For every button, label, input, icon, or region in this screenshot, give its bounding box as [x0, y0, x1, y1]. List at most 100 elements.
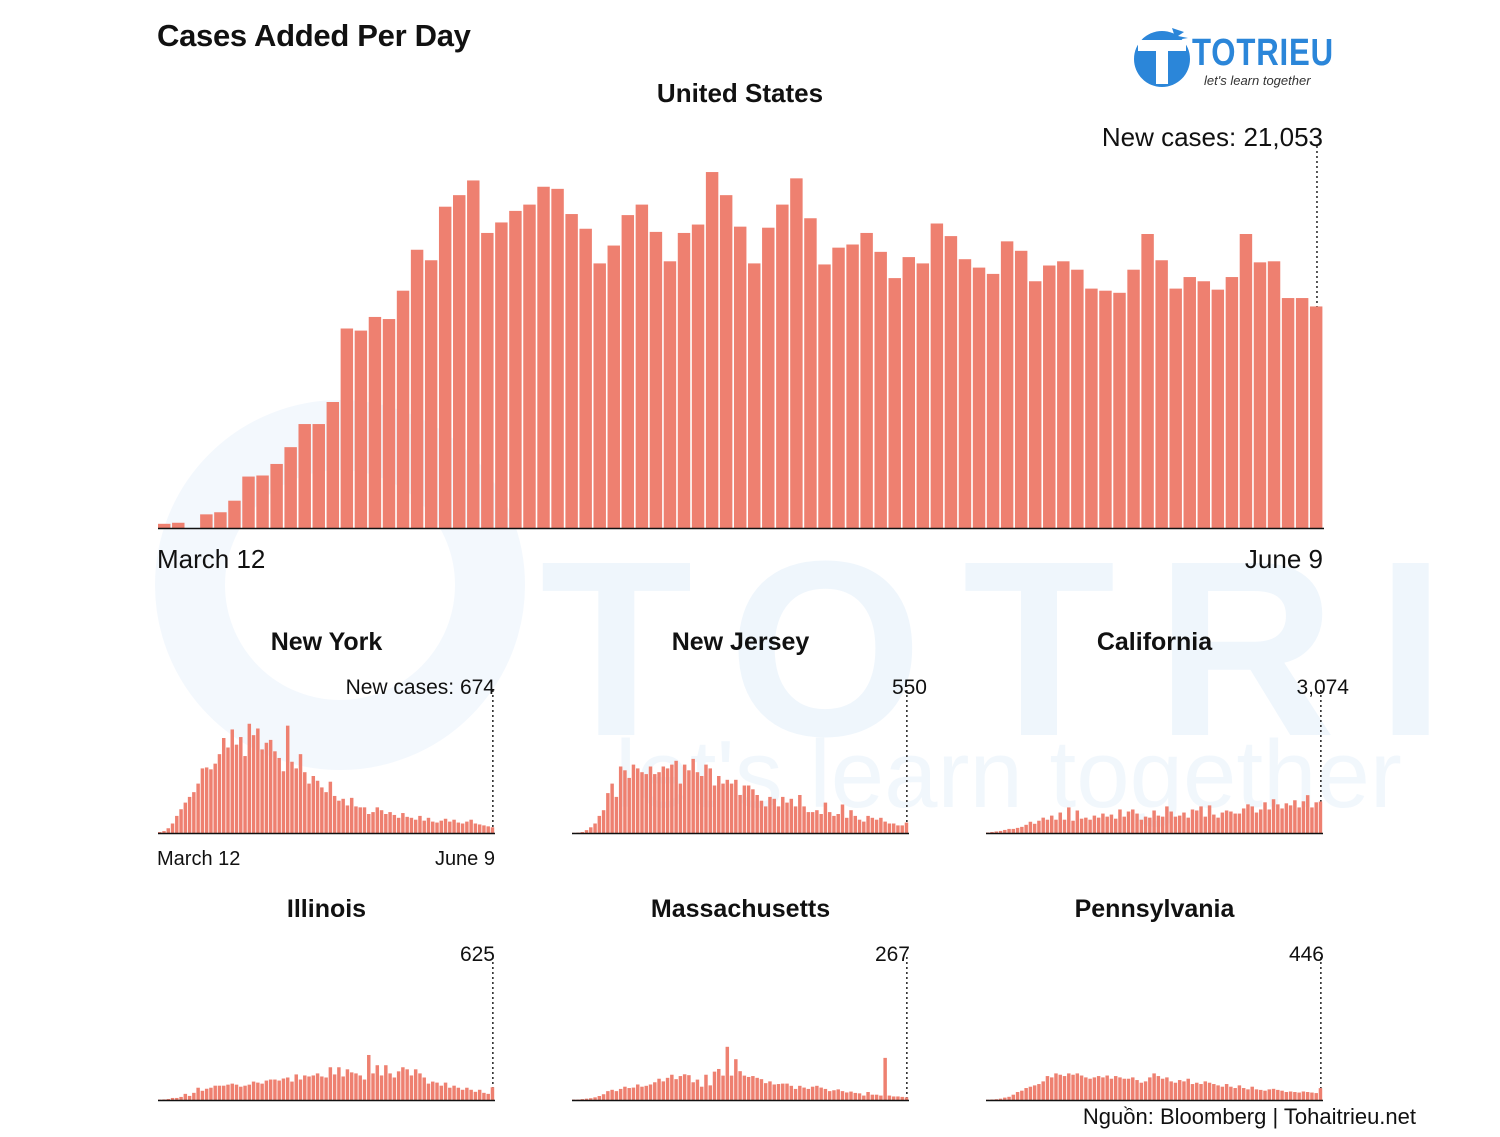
bar	[1028, 1086, 1033, 1100]
bar	[422, 820, 426, 833]
bar	[742, 1075, 747, 1100]
bar	[187, 796, 192, 833]
bar	[270, 463, 283, 528]
bar	[268, 739, 273, 833]
bar	[708, 768, 712, 833]
bar	[230, 729, 234, 833]
bar	[721, 1075, 725, 1100]
bar	[860, 232, 873, 528]
bar	[870, 817, 875, 833]
bar	[1088, 1078, 1092, 1100]
bar	[644, 1085, 648, 1100]
bar	[209, 769, 213, 833]
bar	[1241, 1088, 1246, 1100]
bar	[337, 800, 341, 833]
bar	[384, 814, 388, 833]
bar	[1267, 261, 1281, 528]
bar	[682, 764, 687, 833]
logo-mark-icon	[1134, 28, 1190, 87]
bar	[1160, 816, 1165, 833]
bar	[1071, 820, 1075, 833]
bar	[213, 763, 217, 833]
bar	[234, 744, 239, 833]
bar	[388, 812, 392, 833]
bar	[1288, 805, 1293, 833]
bar	[1186, 817, 1190, 833]
bar	[1220, 812, 1225, 833]
bar	[315, 1073, 320, 1100]
bar	[1190, 1084, 1195, 1100]
bar	[648, 1084, 653, 1100]
bar	[597, 1096, 602, 1100]
bar	[1041, 817, 1045, 833]
bar	[243, 1085, 247, 1100]
bar	[827, 812, 832, 833]
bar	[341, 1076, 345, 1100]
bar	[1177, 1080, 1182, 1100]
bar	[166, 1098, 170, 1100]
bar	[251, 1081, 256, 1100]
bar	[751, 789, 755, 833]
bar	[691, 758, 695, 833]
bar	[623, 1086, 627, 1100]
bar	[1301, 1091, 1306, 1100]
bar	[1281, 298, 1295, 528]
bar	[439, 820, 444, 833]
bar	[1041, 1081, 1045, 1100]
bar	[307, 1076, 311, 1100]
bar	[482, 1092, 486, 1100]
bar	[1182, 1081, 1186, 1100]
bar	[565, 214, 578, 529]
bar	[1254, 812, 1259, 833]
bar	[862, 821, 866, 833]
bar	[183, 1093, 188, 1100]
bar	[815, 1085, 819, 1100]
bar	[401, 1067, 405, 1100]
bar	[1207, 1082, 1212, 1100]
bar	[589, 827, 593, 833]
bar	[273, 751, 277, 833]
bar	[179, 809, 183, 833]
bar	[806, 1088, 811, 1100]
bar	[862, 1095, 866, 1100]
bar	[443, 818, 448, 833]
bar	[712, 1071, 717, 1100]
bar	[1122, 1078, 1126, 1100]
bar	[648, 766, 653, 833]
bar	[307, 783, 311, 833]
bar	[379, 1075, 384, 1100]
pa-chart-annotation: 446	[1288, 943, 1324, 966]
bar	[879, 1095, 883, 1100]
bar	[453, 195, 466, 528]
bar	[789, 798, 794, 833]
bar	[1045, 819, 1050, 833]
bar	[281, 1078, 286, 1100]
bar	[358, 1075, 362, 1100]
bar	[200, 514, 213, 528]
bar	[285, 1077, 290, 1100]
bar	[1284, 803, 1289, 833]
bar	[1049, 1077, 1054, 1100]
bar	[729, 1075, 734, 1100]
bar	[853, 815, 858, 833]
bar	[1054, 819, 1058, 833]
bar	[1139, 1082, 1144, 1100]
bar	[396, 290, 410, 528]
bar	[242, 476, 255, 528]
bar	[823, 1088, 828, 1100]
bar	[705, 172, 719, 529]
bar	[618, 1088, 623, 1100]
us-chart-annotation: New cases: 21,053	[1101, 122, 1323, 152]
bar	[1058, 1074, 1062, 1100]
ma-chart-annotation: 267	[874, 943, 910, 966]
bar	[1293, 1092, 1297, 1100]
bar	[477, 824, 482, 833]
bar	[883, 1057, 887, 1100]
bar	[1288, 1091, 1293, 1100]
bar	[384, 1065, 388, 1100]
bar	[1084, 817, 1088, 833]
bar	[832, 247, 845, 528]
bar	[158, 523, 171, 528]
us-chart-title: United States	[656, 78, 824, 108]
bar	[1131, 809, 1135, 833]
